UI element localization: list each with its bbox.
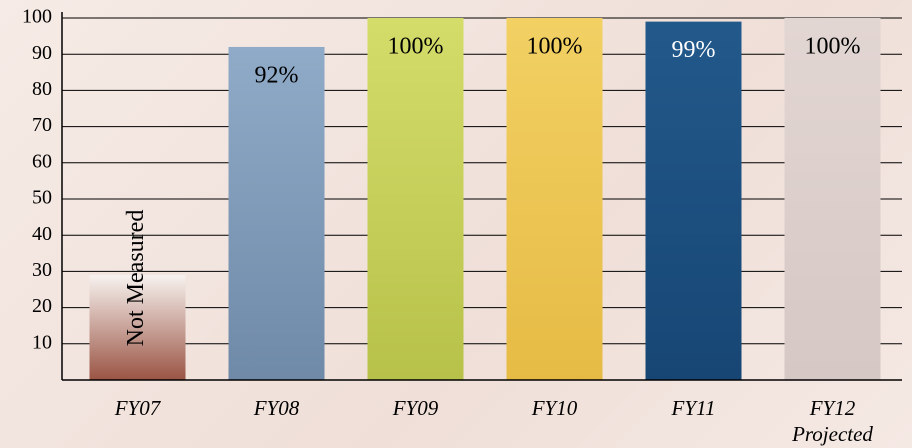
bar	[645, 21, 742, 381]
value-label: 92%	[255, 62, 299, 88]
y-tick-label: 10	[32, 331, 52, 353]
y-tick-label: 40	[32, 223, 52, 245]
y-tick-label: 30	[32, 259, 52, 281]
bar	[367, 18, 464, 380]
bar	[89, 275, 186, 380]
bar	[506, 18, 603, 380]
x-tick-label: FY11	[671, 396, 716, 420]
y-tick-label: 50	[32, 187, 52, 209]
value-label: 100%	[805, 34, 861, 60]
y-tick-label: 60	[32, 150, 52, 172]
bar	[784, 18, 881, 380]
value-label: 100%	[527, 34, 583, 60]
y-tick-label: 70	[32, 114, 52, 136]
x-tick-label: FY10	[531, 396, 578, 420]
bar	[228, 46, 325, 381]
value-label: 100%	[388, 34, 444, 60]
x-tick-label: FY09	[392, 396, 439, 420]
y-tick-label: 90	[32, 42, 52, 64]
x-tick-label: FY12 Projected	[791, 396, 873, 446]
y-tick-label: 100	[22, 6, 52, 28]
y-tick-label: 80	[32, 78, 52, 100]
y-tick-label: 20	[32, 295, 52, 317]
value-label: 99%	[672, 37, 716, 63]
x-tick-label: FY08	[253, 396, 300, 420]
value-label: Not Measured	[123, 210, 149, 347]
x-tick-label: FY07	[114, 396, 162, 420]
